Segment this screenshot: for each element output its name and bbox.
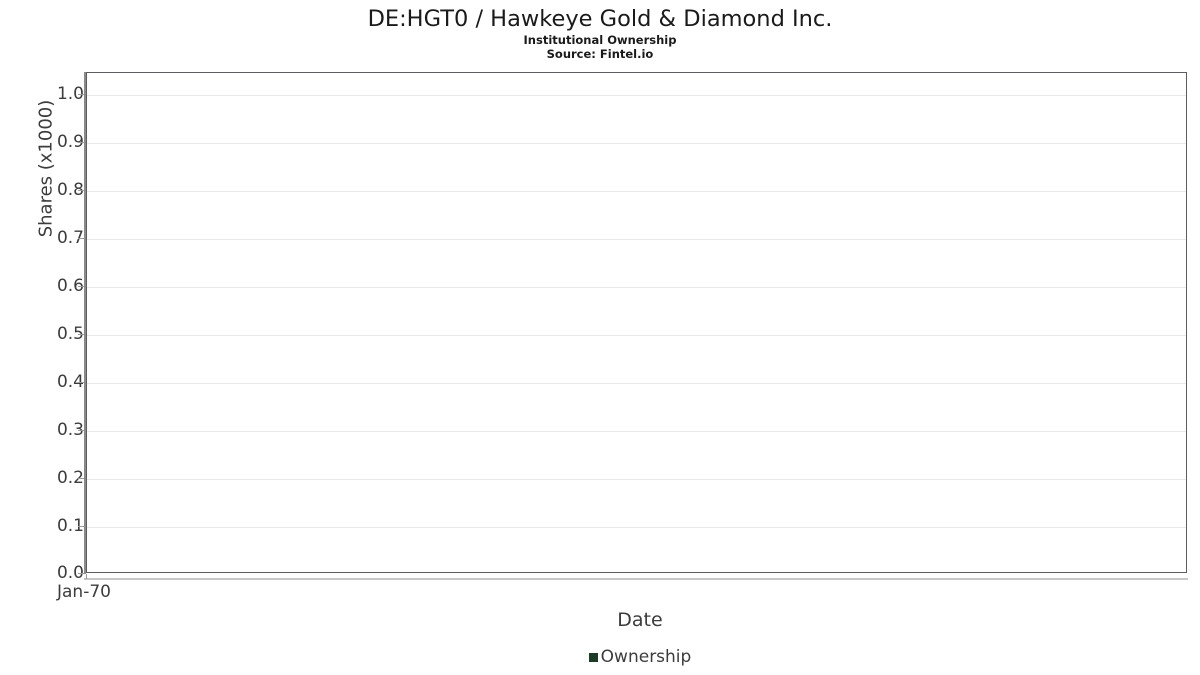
y-axis-ticks: 1.0 0.9 0.8 0.7 0.6 0.5 0.4 0.3 0.2 0.1 … xyxy=(0,0,84,675)
y-tick-label: 0.7 xyxy=(56,228,84,248)
gridline xyxy=(87,527,1186,528)
gridline xyxy=(87,431,1186,432)
chart-source: Source: Fintel.io xyxy=(546,47,654,61)
chart-title: DE:HGT0 / Hawkeye Gold & Diamond Inc. xyxy=(367,6,833,32)
y-tick-label: 0.1 xyxy=(56,516,84,536)
plot-area xyxy=(86,72,1187,573)
series-ownership-layer xyxy=(87,73,1186,572)
legend-item-ownership[interactable]: Ownership xyxy=(588,647,692,667)
y-tick-mark xyxy=(78,478,84,479)
legend-item-label: Ownership xyxy=(600,647,692,667)
gridline xyxy=(87,239,1186,240)
x-tick-mark xyxy=(86,574,87,579)
y-tick-mark xyxy=(78,334,84,335)
gridline xyxy=(87,95,1186,96)
y-tick-label: 0.9 xyxy=(56,132,84,152)
gridline xyxy=(87,335,1186,336)
gridlines xyxy=(87,73,1186,572)
x-tick-label: Jan-70 xyxy=(57,582,111,602)
y-tick-label: 0.0 xyxy=(56,563,84,583)
gridline xyxy=(87,191,1186,192)
y-tick-mark xyxy=(78,286,84,287)
y-tick-label: 1.0 xyxy=(56,84,84,104)
y-tick-label: 0.4 xyxy=(56,372,84,392)
gridline xyxy=(87,287,1186,288)
chart-subtitle: Institutional Ownership xyxy=(523,33,677,47)
y-tick-mark xyxy=(78,190,84,191)
gridline xyxy=(87,383,1186,384)
gridline xyxy=(87,143,1186,144)
y-tick-mark xyxy=(78,430,84,431)
y-tick-label: 0.6 xyxy=(56,276,84,296)
y-tick-mark xyxy=(78,94,84,95)
x-axis-line xyxy=(84,578,1188,580)
y-tick-label: 0.3 xyxy=(56,420,84,440)
chart-header: DE:HGT0 / Hawkeye Gold & Diamond Inc. In… xyxy=(0,0,1200,61)
y-tick-mark xyxy=(78,382,84,383)
legend-swatch-icon xyxy=(588,652,598,662)
y-axis-line xyxy=(84,72,86,574)
gridline xyxy=(87,479,1186,480)
y-tick-mark xyxy=(78,573,84,574)
y-tick-label: 0.2 xyxy=(56,468,84,488)
y-tick-mark xyxy=(78,526,84,527)
y-tick-mark xyxy=(78,238,84,239)
y-tick-label: 0.5 xyxy=(56,324,84,344)
y-tick-label: 0.8 xyxy=(56,180,84,200)
y-tick-mark xyxy=(78,142,84,143)
x-axis-title: Date xyxy=(617,609,663,631)
chart-legend: Ownership xyxy=(0,648,1200,666)
